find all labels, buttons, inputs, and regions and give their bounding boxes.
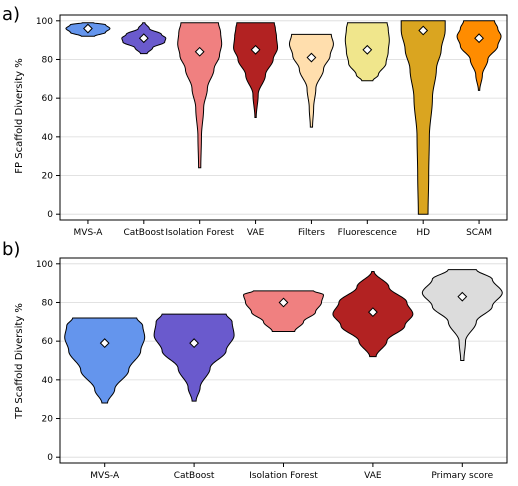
panel-a-violin	[177, 22, 223, 169]
panel-a-median-marker	[250, 44, 261, 55]
panel-b-plot: 0 20 40 60 80 100 MVS-A CatBoost Isolation Fores…	[36, 260, 507, 481]
panel-b-xtick-label: VAE	[364, 471, 382, 481]
panel-b-xtick-label: MVS-A	[90, 471, 120, 481]
panel-a-median-marker	[138, 33, 149, 44]
panel-b-label: b)	[2, 239, 20, 260]
panel-a-ytick-label: 20	[42, 172, 54, 182]
panel-b-ytick-label: 0	[47, 453, 53, 463]
panel-b-xtick-label: Primary score	[431, 471, 493, 481]
panel-b-ytick-label: 40	[42, 376, 54, 386]
panel-a-ytick-label: 40	[42, 133, 54, 143]
panel-a-xtick-label: SCAM	[466, 228, 492, 238]
panel-a-ytick-label: 80	[42, 55, 54, 65]
panel-b-median-marker	[367, 307, 378, 318]
panel-a-axes-frame	[59, 14, 508, 221]
panel-b-median-marker	[457, 291, 468, 302]
panel-b-xtick-label: CatBoost	[174, 471, 215, 481]
panel-a-xtick-label: Isolation Forest	[165, 228, 234, 238]
panel-b-violin	[153, 313, 235, 402]
panel-a-xtick-label: CatBoost	[123, 228, 164, 238]
panel-a-ytick-label: 60	[42, 94, 54, 104]
panel-a-xtick-label: Filters	[298, 228, 325, 238]
panel-a-ylabel: FP Scaffold Diversity %	[14, 58, 25, 173]
panel-b-violin	[242, 290, 325, 332]
panel-b-violin	[421, 269, 503, 361]
panel-a-label: a)	[2, 4, 20, 25]
panel-b-xtick-label: Isolation Forest	[249, 471, 318, 481]
panel-b-ytick-label: 20	[42, 415, 54, 425]
panel-a-median-marker	[194, 46, 205, 57]
panel-a-median-marker	[83, 23, 93, 34]
panel-a: a) FP Scaffold Diversity % 0 20 40 60 80 100 M…	[2, 4, 508, 238]
panel-a-violin	[400, 20, 446, 215]
panel-a-xtick-label: HD	[416, 228, 430, 238]
panel-a-median-marker	[474, 33, 484, 44]
panel-a-violin	[288, 33, 334, 128]
panel-b: b) TP Scaffold Diversity % 0 20 40 60 80 100 M…	[2, 239, 508, 481]
panel-b-violin	[64, 317, 146, 404]
panel-a-plot: 0 20 40 60 80 100 MVS-A CatBoost Isolation Fores…	[36, 17, 507, 238]
panel-a-violin	[233, 22, 279, 118]
panel-a-violin	[456, 20, 502, 91]
panel-b-ylabel: TP Scaffold Diversity %	[14, 303, 25, 420]
panel-a-median-marker	[418, 25, 429, 36]
panel-a-xtick-label: VAE	[247, 228, 265, 238]
panel-b-ytick-label: 80	[42, 298, 54, 308]
panel-a-xtick-label: Fluorescence	[338, 228, 398, 238]
panel-a-ytick-label: 100	[36, 17, 53, 27]
panel-b-median-marker	[278, 297, 289, 308]
panel-a-median-marker	[306, 52, 317, 63]
panel-b-median-marker	[189, 338, 200, 349]
panel-a-xtick-label: MVS-A	[74, 228, 104, 238]
panel-b-median-marker	[99, 338, 110, 349]
panel-b-ytick-label: 100	[36, 260, 53, 270]
panel-b-ytick-label: 60	[42, 337, 54, 347]
panel-b-axes-frame	[59, 257, 508, 464]
panel-a-median-marker	[362, 44, 373, 55]
panel-a-ytick-label: 0	[47, 210, 53, 220]
